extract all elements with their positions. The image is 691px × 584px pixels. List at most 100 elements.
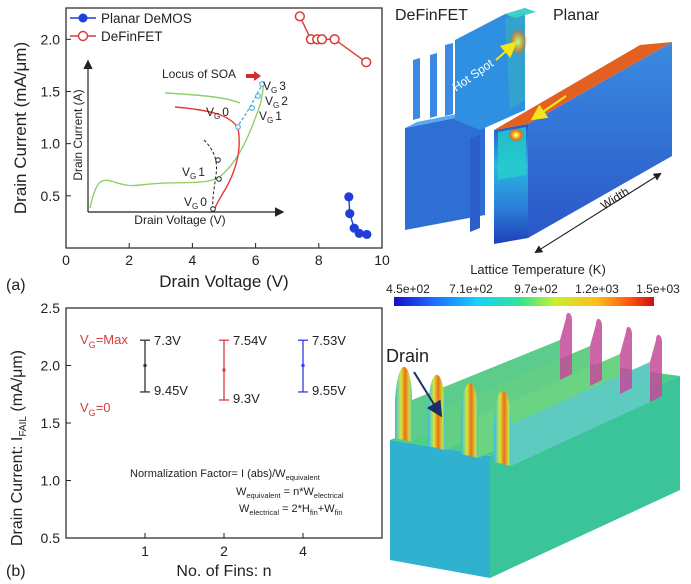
multifin-base-side <box>490 376 680 578</box>
y-tick-label: 1.5 <box>41 83 61 99</box>
planar-hot-spot <box>508 128 524 142</box>
panel-a-plot-frame <box>65 7 383 249</box>
definfet-drain-wall <box>455 8 525 130</box>
definfet-fin <box>430 53 437 118</box>
inset-point <box>235 124 241 130</box>
y-tick-label: 1.5 <box>41 415 61 431</box>
legend-label-planar: Planar DeMOS <box>101 11 192 26</box>
inset-point <box>215 157 221 163</box>
multifin-fin-side <box>511 362 650 466</box>
definfet-title: DeFinFET <box>395 7 468 24</box>
device-3d-bottom: Drain <box>386 312 680 578</box>
normalization-formula: Normalization Factor= I (abs)/Wequivalen… <box>130 468 344 517</box>
formula-line-2: Wequivalent = n*Welectrical <box>236 486 344 500</box>
multifin-fin <box>461 382 478 458</box>
y-tick-label: 0.5 <box>41 530 61 546</box>
planar-demos-point <box>362 229 372 240</box>
inset-vg0-bottom-label: VG 0 <box>184 195 207 211</box>
definfet-drain-glow <box>505 12 525 110</box>
panel-b-y-axis-label: Drain Current: IFAIL (mA/μm) <box>9 350 29 546</box>
inset-vg3-label: VG 3 <box>263 79 286 95</box>
inset-iv-plot: Drain Voltage (V) Drain Current (A) Locu… <box>71 59 288 227</box>
locus-arrow-icon <box>246 71 261 81</box>
definfet-fin <box>445 43 453 116</box>
y-tick-label: 2.0 <box>41 358 61 374</box>
legend-label-definfet: DeFinFET <box>101 29 163 44</box>
formula-line-3: Welectrical = 2*Hfin+Wfin <box>239 503 343 517</box>
panel-a-y-axis-label: Drain Current (mA/μm) <box>11 42 30 214</box>
y-tick-label: 0.5 <box>41 188 61 204</box>
definfet-point <box>361 57 372 68</box>
x-tick-label: 4 <box>299 543 307 559</box>
x-tick-label: 2 <box>125 252 133 268</box>
definfet-point <box>329 34 340 45</box>
multifin-fin <box>494 390 511 466</box>
planar-demos-point <box>344 192 354 202</box>
panel-a: 0 2 4 6 8 10 0.5 1.0 1.5 2.0 Drain Voltage (V) D… <box>6 7 390 294</box>
filament-arrow-icon <box>530 95 567 121</box>
y-tick-label: 1.0 <box>41 136 61 152</box>
inset-curve-green-high <box>164 92 241 104</box>
planar-side-face <box>528 42 672 238</box>
x-tick-label: 10 <box>374 252 390 268</box>
error-bar-top-label: 7.54V <box>233 333 267 348</box>
inset-vg0-top-label: VG 0 <box>206 105 229 121</box>
device-3d-top: DeFinFET Planar Hot Spot Filament <box>395 7 672 254</box>
lattice-temperature-colorbar: Lattice Temperature (K) 4.5e+02 7.1e+02 … <box>386 262 680 306</box>
hot-spot-arrow-icon <box>495 41 517 61</box>
x-tick-label: 0 <box>62 252 70 268</box>
planar-title: Planar <box>553 7 600 24</box>
inset-point <box>259 81 265 87</box>
colorbar-tick: 9.7e+02 <box>514 282 558 296</box>
multifin-fin-tip <box>650 334 662 402</box>
definfet-structure: Hot Spot <box>405 8 536 232</box>
width-arrow-icon <box>534 173 661 254</box>
colorbar-title: Lattice Temperature (K) <box>470 262 606 277</box>
multifin-fin-tip <box>560 312 572 380</box>
x-tick-label: 8 <box>315 252 323 268</box>
colorbar-tick: 1.2e+03 <box>575 282 619 296</box>
inset-vg2-label: VG 2 <box>265 94 288 110</box>
panel-a-y-ticks: 0.5 1.0 1.5 2.0 <box>41 31 71 204</box>
panel-a-x-axis-label: Drain Voltage (V) <box>159 272 288 291</box>
definfet-drain-top <box>505 8 536 18</box>
x-tick-label: 1 <box>141 543 149 559</box>
multifin-fin <box>395 366 412 442</box>
y-tick-label: 2.5 <box>41 300 61 316</box>
drain-label: Drain <box>386 346 429 366</box>
multifin-base-front <box>390 440 490 578</box>
colorbar-tick: 7.1e+02 <box>449 282 493 296</box>
vg-zero-label: VG=0 <box>80 400 111 418</box>
panel-b-error-bars: 7.3V 9.45V 7.54V 9.3V 7.53V 9.55V <box>140 333 346 406</box>
panel-b-x-ticks: 1 2 4 <box>141 533 307 559</box>
error-bar-bottom-label: 9.3V <box>233 391 260 406</box>
locus-of-soa-label: Locus of SOA <box>162 67 236 81</box>
y-tick-label: 2.0 <box>41 31 61 47</box>
panel-a-legend: Planar DeMOS DeFinFET <box>70 11 192 44</box>
definfet-side <box>470 135 480 232</box>
formula-line-1: Normalization Factor= I (abs)/Wequivalen… <box>130 468 321 482</box>
x-tick-label: 6 <box>252 252 260 268</box>
inset-curve-red <box>174 106 240 211</box>
drain-arrow-icon <box>413 371 443 418</box>
x-tick-label: 4 <box>189 252 197 268</box>
error-bar-center <box>143 364 147 367</box>
error-bar-bottom-label: 9.55V <box>312 383 346 398</box>
error-bar-top-label: 7.53V <box>312 333 346 348</box>
vg-max-label: VG=Max <box>80 332 128 350</box>
inset-point <box>249 105 255 111</box>
error-bar-top-label: 7.3V <box>154 333 181 348</box>
inset-y-label: Drain Current (A) <box>71 89 85 180</box>
inset-vg1-blue-label: VG 1 <box>259 109 282 125</box>
panel-a-label: (a) <box>6 277 26 294</box>
error-bar-center <box>222 368 226 372</box>
definfet-fin <box>413 58 420 120</box>
inset-point <box>210 206 216 212</box>
panel-b-label: (b) <box>6 563 26 580</box>
panel-b-y-ticks: 0.5 1.0 1.5 2.0 2.5 <box>41 300 71 546</box>
multifin-fin-tip <box>590 318 602 386</box>
colorbar-tick: 1.5e+03 <box>636 282 680 296</box>
inset-vg1-black-label: VG 1 <box>182 165 205 181</box>
panel-b: 1 2 4 0.5 1.0 1.5 2.0 2.5 No. of Fins: n Drain… <box>6 300 383 580</box>
colorbar-tick: 4.5e+02 <box>386 282 430 296</box>
